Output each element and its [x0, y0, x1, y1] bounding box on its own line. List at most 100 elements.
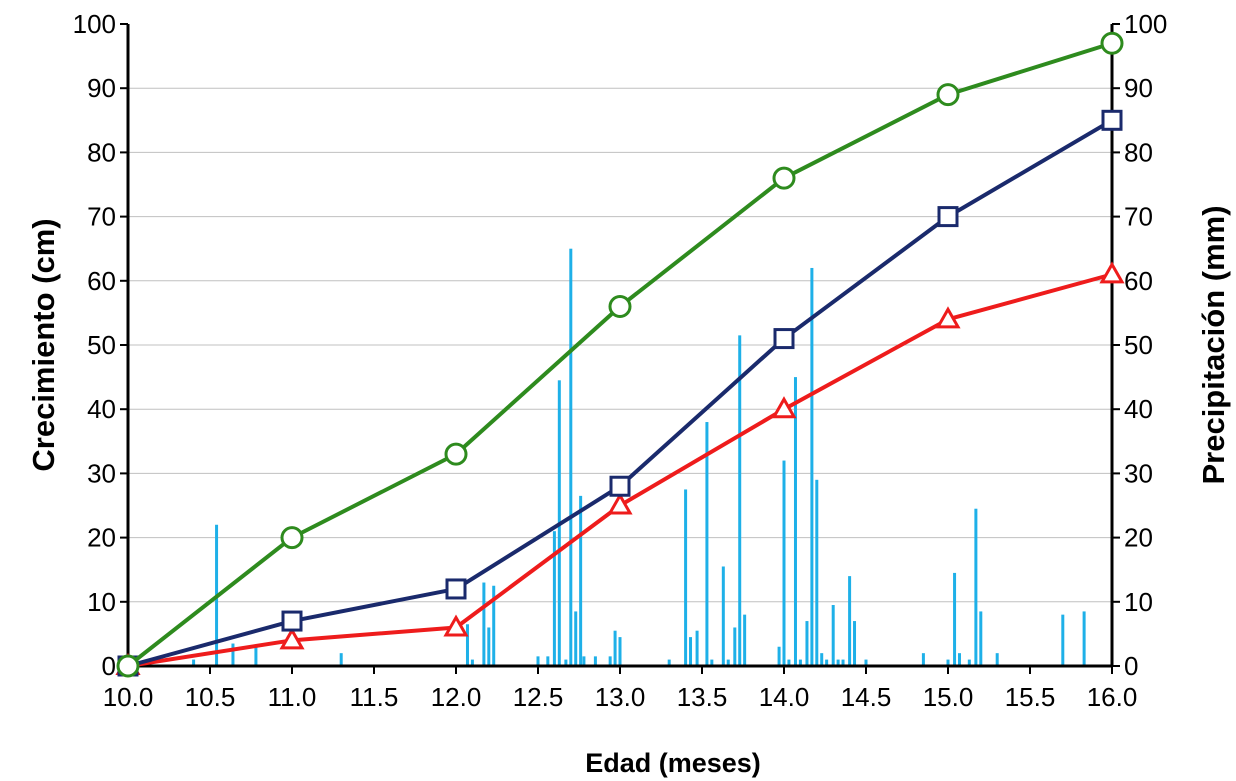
- point-square: [281, 610, 303, 632]
- point-circle: [772, 166, 796, 190]
- point-triangle: [607, 492, 633, 515]
- point-square: [937, 206, 959, 228]
- y2-axis-title: Precipitación (mm): [1196, 205, 1231, 484]
- point-circle: [1100, 31, 1124, 55]
- precipitation-bar: [487, 627, 491, 666]
- y-tick-label: 80: [87, 137, 116, 167]
- point-triangle: [443, 614, 469, 637]
- precipitation-bar: [689, 637, 693, 666]
- point-square: [609, 475, 631, 497]
- precipitation-bar: [853, 621, 857, 666]
- precipitation-bar: [798, 659, 802, 666]
- precipitation-bar: [726, 659, 730, 666]
- y2-tick-label: 60: [1124, 266, 1153, 296]
- precipitation-bar: [1082, 611, 1086, 666]
- precipitation-bar: [831, 605, 835, 666]
- y2-tick-label: 80: [1124, 137, 1153, 167]
- precipitation-bar: [465, 624, 469, 666]
- precipitation-bar: [582, 656, 586, 666]
- precipitation-bar: [684, 489, 688, 666]
- x-tick-label: 11.0: [268, 682, 317, 712]
- precipitation-bar: [825, 659, 829, 666]
- precipitation-bar: [820, 653, 824, 666]
- y-tick-label: 100: [73, 9, 116, 39]
- y2-tick-label: 50: [1124, 330, 1153, 360]
- series-line-circle: [126, 41, 1113, 668]
- point-circle: [280, 526, 304, 550]
- point-square: [1101, 109, 1123, 131]
- x-tick-label: 15.5: [1005, 682, 1056, 712]
- precipitation-bar: [231, 643, 235, 666]
- precipitation-bar: [967, 659, 971, 666]
- point-circle: [936, 83, 960, 107]
- precipitation-bar: [805, 621, 809, 666]
- precipitation-bar: [782, 460, 786, 666]
- precipitation-bar: [536, 656, 540, 666]
- x-tick-label: 14.5: [841, 682, 892, 712]
- y2-tick-label: 20: [1124, 523, 1153, 553]
- x-tick-label: 13.0: [595, 682, 646, 712]
- precipitation-bar: [787, 659, 791, 666]
- point-triangle: [771, 396, 797, 419]
- precipitation-bar: [192, 659, 196, 666]
- y-tick-label: 50: [87, 330, 116, 360]
- precipitation-bar: [574, 611, 578, 666]
- precipitation-bar: [482, 582, 486, 666]
- y-tick-label: 20: [87, 523, 116, 553]
- precipitation-bar: [815, 479, 819, 666]
- point-triangle: [1099, 261, 1125, 284]
- y-tick-label: 40: [87, 394, 116, 424]
- precipitation-bar: [492, 585, 496, 666]
- y2-tick-label: 70: [1124, 202, 1153, 232]
- precipitation-bar: [254, 646, 258, 666]
- y2-tick-label: 30: [1124, 458, 1153, 488]
- axes: [120, 23, 1120, 674]
- precipitation-bar: [733, 627, 737, 666]
- x-tick-label: 16.0: [1087, 682, 1138, 712]
- precipitation-bar: [974, 508, 978, 666]
- precipitation-bar: [552, 531, 556, 666]
- series-line-triangle: [127, 272, 1113, 668]
- x-tick-label: 13.5: [677, 682, 728, 712]
- precipitation-bar: [608, 656, 612, 666]
- precipitation-bar: [613, 630, 617, 666]
- precipitation-bar: [921, 653, 925, 666]
- x-tick-label: 12.5: [513, 682, 564, 712]
- y-tick-label: 30: [87, 458, 116, 488]
- y-axis-title: Crecimiento (cm): [26, 218, 61, 471]
- precipitation-bar: [793, 377, 797, 666]
- precipitation-bar: [593, 656, 597, 666]
- precipitation-bar: [957, 653, 961, 666]
- precipitation-bar: [953, 572, 957, 666]
- precipitation-bar: [564, 659, 568, 666]
- point-triangle: [935, 306, 961, 329]
- precipitation-bar: [995, 653, 999, 666]
- y-tick-label: 90: [87, 73, 116, 103]
- y-tick-label: 10: [87, 587, 116, 617]
- precipitation-bar: [579, 495, 583, 666]
- precipitation-bar: [705, 422, 709, 666]
- x-tick-label: 10.0: [103, 682, 154, 712]
- x-tick-label: 12.0: [431, 682, 482, 712]
- y2-tick-label: 10: [1124, 587, 1153, 617]
- x-tick-label: 14.0: [759, 682, 810, 712]
- precipitation-bar: [569, 248, 573, 666]
- point-circle: [116, 654, 140, 678]
- y2-tick-label: 90: [1124, 73, 1153, 103]
- x-tick-label: 11.5: [350, 682, 399, 712]
- precipitation-bar: [721, 566, 725, 666]
- y2-tick-label: 40: [1124, 394, 1153, 424]
- precipitation-bar: [546, 656, 550, 666]
- precipitation-bar: [339, 653, 343, 666]
- point-square: [773, 328, 795, 350]
- y2-tick-label: 0: [1124, 651, 1138, 681]
- series-line-square: [127, 118, 1114, 668]
- precipitation-bar: [836, 659, 840, 666]
- precipitation-bar: [695, 630, 699, 666]
- precipitation-bar: [618, 637, 622, 666]
- precipitation-bar: [710, 659, 714, 666]
- tick-labels: 0 10 20 30 40 50 60 70 80 90 100 0 10 20 30 40 50 60 70 80 9…: [73, 9, 1168, 712]
- precipitation-bar: [777, 646, 781, 666]
- y-tick-label: 60: [87, 266, 116, 296]
